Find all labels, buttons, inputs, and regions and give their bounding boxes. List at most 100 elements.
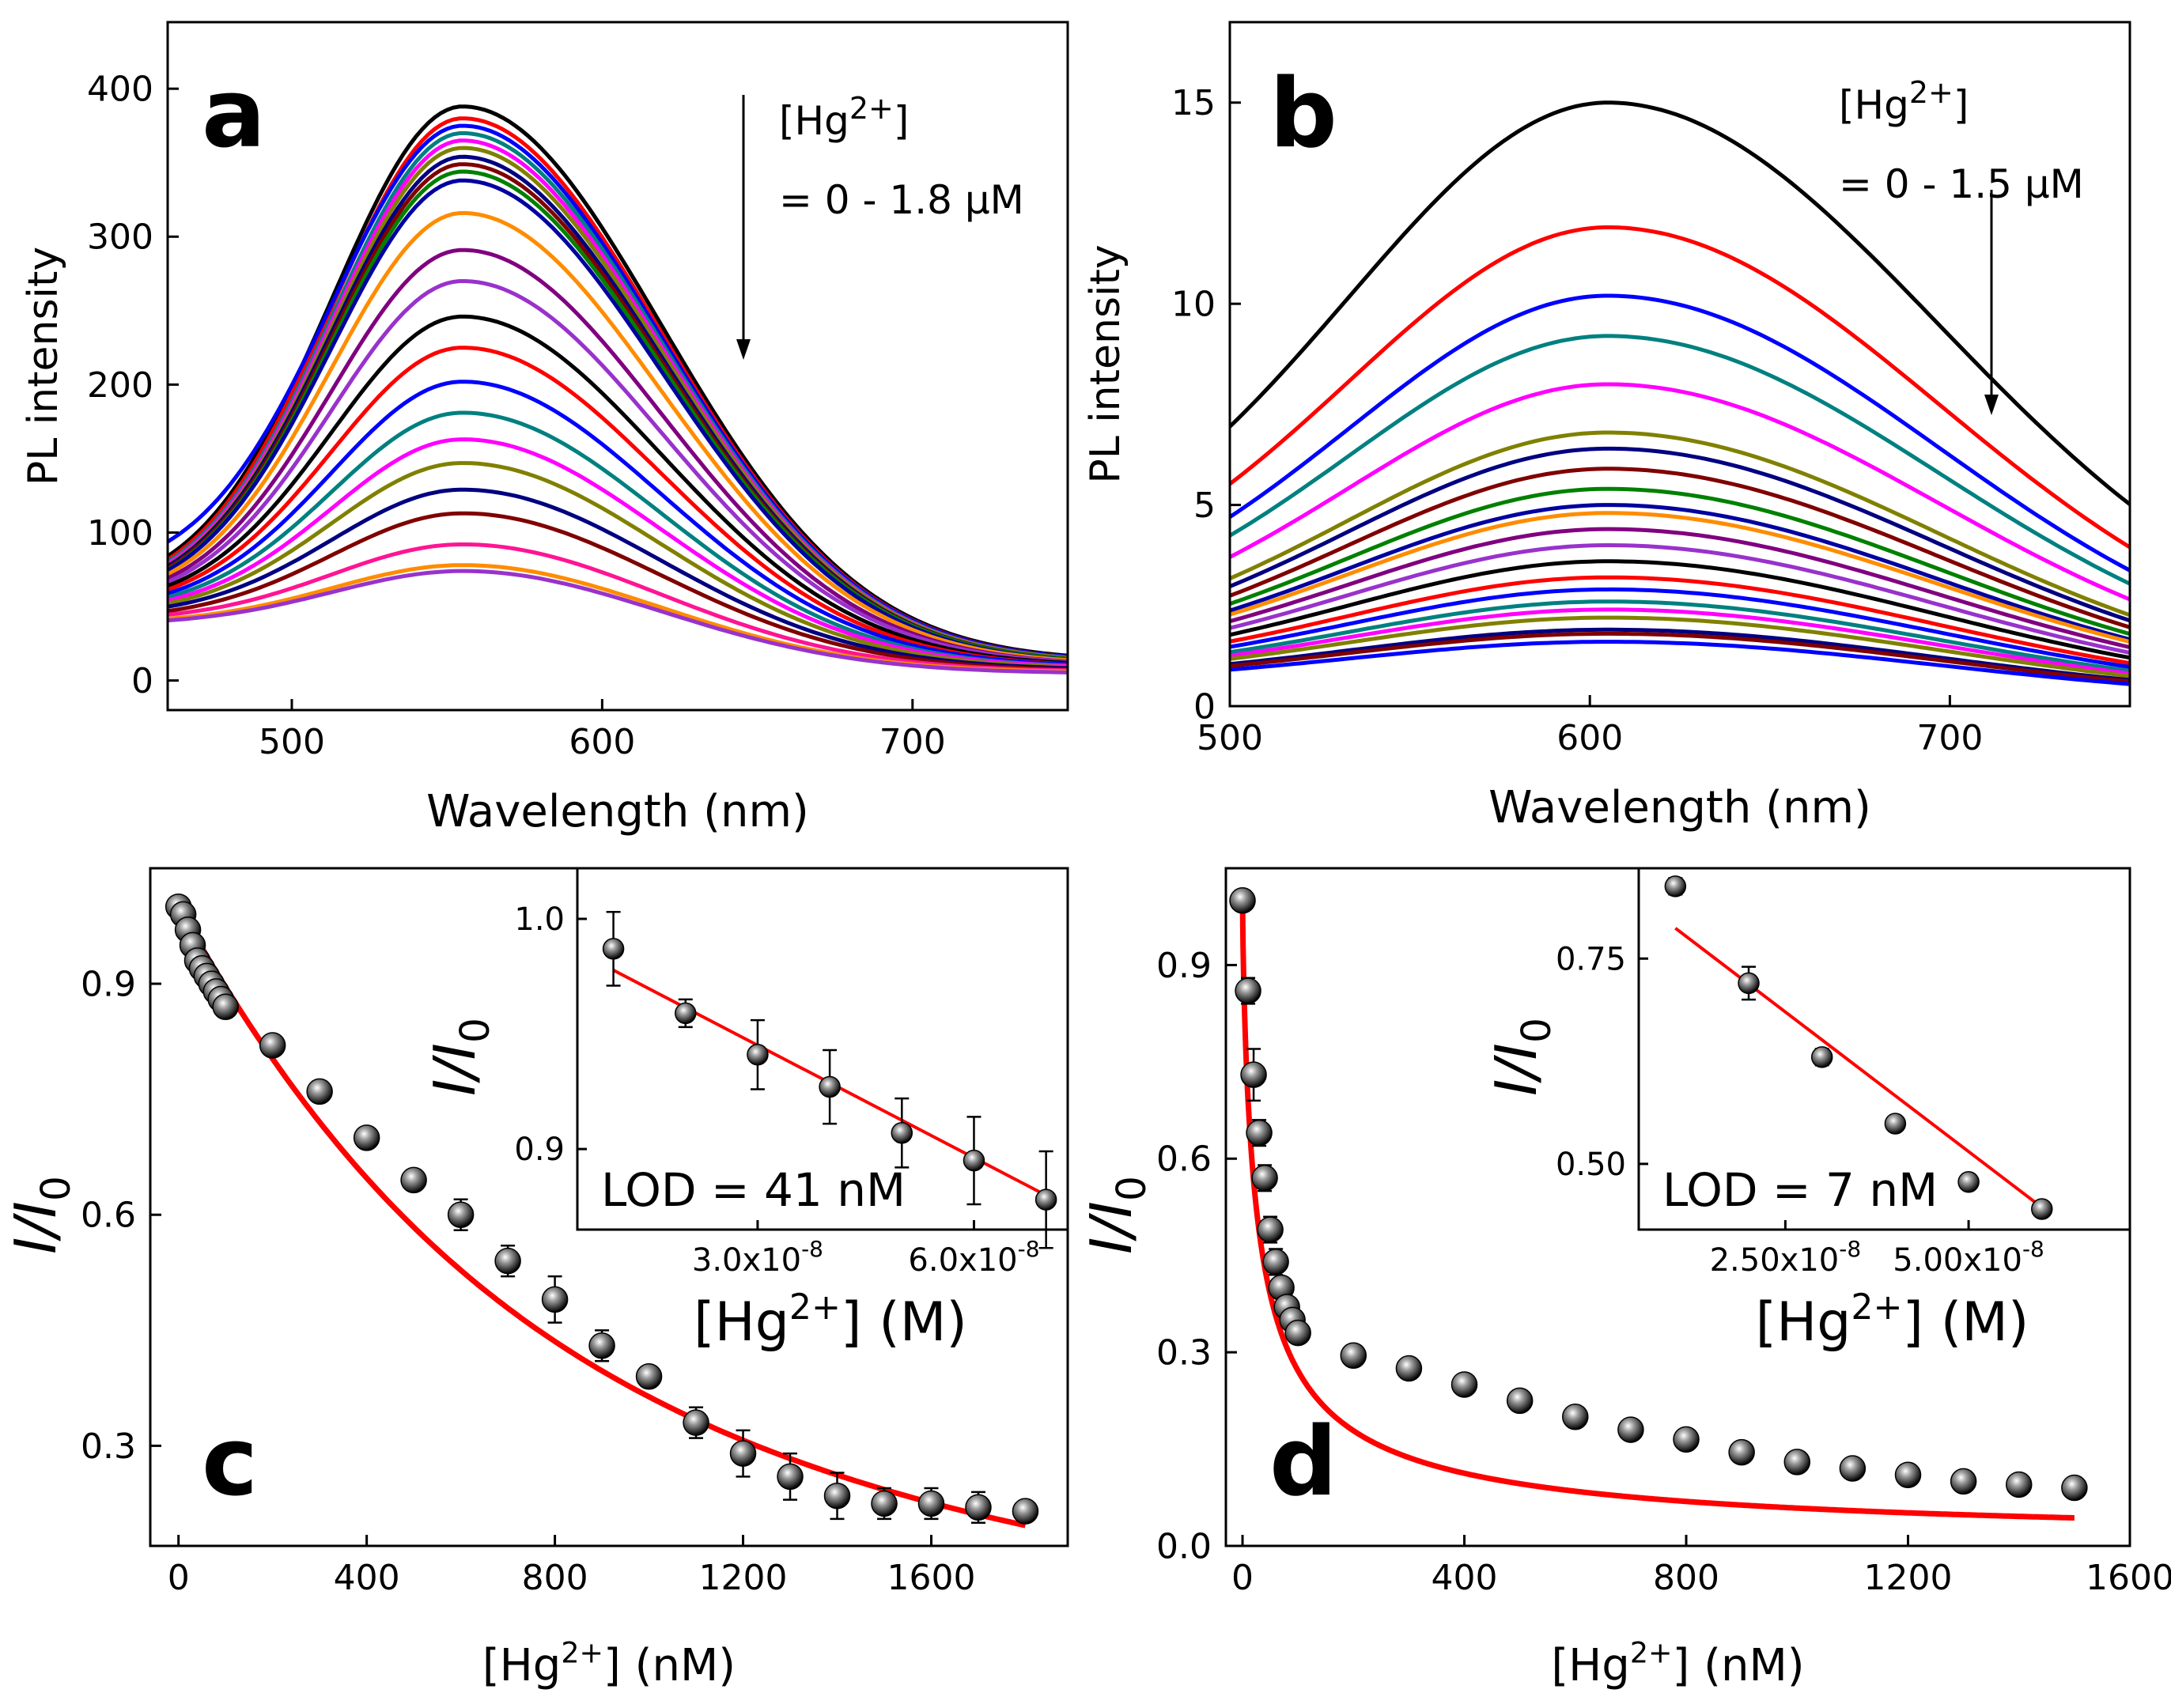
panel-b-series-18 bbox=[1230, 615, 2130, 678]
panel-d-inset-data-point bbox=[1738, 972, 1760, 995]
panel-d-xlabel-post: ] (nM) bbox=[1673, 1640, 1805, 1691]
panel-d-inset-ytick-label: 0.50 bbox=[1556, 1147, 1626, 1183]
panel-c-xtick-label: 800 bbox=[522, 1558, 588, 1598]
panel-a-ytick-label: 200 bbox=[87, 365, 153, 406]
panel-d-data-point bbox=[1506, 1387, 1534, 1415]
panel-d-data-point bbox=[1240, 1061, 1267, 1088]
panel-b-annotation-hg: [Hg bbox=[1839, 82, 1909, 128]
panel-a-ytick-label: 300 bbox=[87, 217, 153, 258]
panel-d-inset-xlabel-pre: [Hg bbox=[1756, 1291, 1851, 1354]
panel-c-inset-ytick-label: 1.0 bbox=[514, 901, 565, 938]
panel-c-data-point bbox=[1012, 1498, 1039, 1525]
panel-b-series-12 bbox=[1230, 543, 2130, 655]
panel-d-inset-xtick-base: 2.50x10 bbox=[1710, 1242, 1840, 1279]
panel-c-data-point bbox=[588, 1332, 615, 1359]
panel-c-inset-ylabel: I/I0 bbox=[422, 1018, 498, 1096]
panel-d-fit-curve bbox=[1239, 900, 2075, 1521]
panel-d-data-point bbox=[1251, 1165, 1278, 1192]
panel-a-xlabel: Wavelength (nm) bbox=[426, 786, 809, 837]
panel-d-inset-ylabel-sub: 0 bbox=[1513, 1018, 1560, 1043]
panel-c-data-point bbox=[683, 1409, 709, 1436]
panel-b-plot-frame bbox=[1228, 21, 2131, 708]
panel-a-ytick-label: 0 bbox=[131, 661, 153, 701]
panel-d-data-point bbox=[1284, 1319, 1311, 1347]
panel-b-series-10 bbox=[1230, 511, 2130, 644]
panel-d-data-point bbox=[2006, 1471, 2033, 1498]
panel-b-annotation-sup: 2+ bbox=[1909, 75, 1954, 110]
panel-d-data-point bbox=[1229, 887, 1256, 914]
panel-c-xtick-label: 0 bbox=[168, 1558, 190, 1598]
panel-d-inset-ytick-label: 0.75 bbox=[1556, 941, 1626, 977]
panel-a-ylabel: PL intensity bbox=[20, 247, 67, 486]
panel-c-inset-xtick-label: 6.0x10-8 bbox=[908, 1236, 1039, 1279]
panel-d-inset-frame bbox=[1637, 867, 2131, 1231]
panel-c-data-point bbox=[447, 1201, 475, 1228]
panel-d-inset-ylabel-main: I/I bbox=[1483, 1043, 1549, 1096]
panel-c-ytick-label: 0.9 bbox=[81, 964, 136, 1004]
panel-b: 500 600 700 0 5 10 15 Wavelength (nm) PL intensi… bbox=[1082, 21, 2131, 833]
panel-b-curves bbox=[1230, 100, 2130, 686]
panel-c-inset-ytick-label: 0.9 bbox=[514, 1132, 565, 1168]
panel-a-plot-frame bbox=[166, 21, 1069, 712]
panel-d-data-point bbox=[1395, 1355, 1423, 1382]
panel-b-series-0 bbox=[1230, 100, 2130, 506]
panel-b-series-13 bbox=[1230, 559, 2130, 660]
panel-d-ytick-label: 0.9 bbox=[1156, 946, 1212, 986]
panel-c-data-point bbox=[259, 1032, 286, 1059]
panel-c-inset-xlabel-post: ] (M) bbox=[841, 1291, 967, 1354]
panel-c-inset-xtick-exp: -8 bbox=[801, 1236, 823, 1262]
panel-d-data-point bbox=[1235, 977, 1261, 1004]
panel-d-inset-bg bbox=[1639, 868, 2130, 1230]
panel-d-inset-data-point bbox=[2031, 1198, 2053, 1220]
panel-b-ytick-label: 5 bbox=[1193, 486, 1216, 526]
panel-a: 500 600 700 0 100 200 300 400 Wavelength (nm) PL … bbox=[20, 21, 1069, 837]
panel-a-annotation-bracket: ] bbox=[894, 98, 910, 144]
panel-a-xtick-label: 600 bbox=[569, 722, 635, 762]
panel-c-data-point bbox=[541, 1286, 569, 1313]
panel-a-series-20 bbox=[168, 511, 1068, 671]
panel-b-series-1 bbox=[1230, 225, 2130, 550]
panel-b-ylabel: PL intensity bbox=[1082, 244, 1129, 483]
panel-d-data-point bbox=[1894, 1461, 1922, 1488]
panel-b-series-4 bbox=[1230, 382, 2130, 602]
panel-c-inset-xtick-exp: -8 bbox=[1018, 1236, 1040, 1262]
panel-d-data-point bbox=[1839, 1455, 1867, 1482]
panel-b-series-17 bbox=[1230, 607, 2130, 676]
panel-b-annotation-bracket: ] bbox=[1954, 82, 1969, 128]
panel-c-data-point bbox=[917, 1490, 945, 1517]
panel-a-curves bbox=[168, 104, 1068, 675]
panel-c-inset-xlabel: [Hg2+] (M) bbox=[694, 1287, 967, 1354]
panel-d-panel-letter: d bbox=[1269, 1408, 1337, 1517]
panel-c-inset-ylabel-main: I/I bbox=[422, 1043, 488, 1096]
panel-c-inset-xtick-base: 6.0x10 bbox=[908, 1242, 1017, 1279]
panel-d-xtick-label: 0 bbox=[1231, 1558, 1254, 1598]
panel-b-series-20 bbox=[1230, 631, 2130, 684]
panel-d-data-point bbox=[1617, 1416, 1644, 1443]
panel-c-inset-data-point bbox=[602, 938, 625, 960]
panel-b-series-5 bbox=[1230, 430, 2130, 618]
panel-d-inset-data-point bbox=[1810, 1046, 1833, 1068]
panel-c-inset-data-point bbox=[819, 1075, 841, 1098]
panel-c-inset-xtick-label: 3.0x10-8 bbox=[692, 1236, 823, 1279]
panel-b-series-7 bbox=[1230, 467, 2130, 629]
panel-c-inset-data-point bbox=[675, 1002, 697, 1025]
panel-d-data-point bbox=[1246, 1119, 1273, 1147]
panel-d-inset-fit-line bbox=[1674, 927, 2043, 1209]
panel-a-series-14 bbox=[168, 346, 1068, 667]
panel-b-xtick-label: 600 bbox=[1556, 718, 1623, 758]
panel-d-xlabel-sup: 2+ bbox=[1630, 1636, 1673, 1670]
panel-a-annotation-hg: [Hg bbox=[779, 98, 849, 144]
panel-d-inset-xlabel-sup: 2+ bbox=[1851, 1287, 1902, 1328]
panel-c-inset-data-point bbox=[963, 1149, 985, 1172]
panel-b-ytick-label: 0 bbox=[1193, 686, 1216, 727]
panel-a-series-19 bbox=[168, 487, 1068, 671]
panel-c-inset-data-point bbox=[891, 1121, 913, 1144]
panel-d-xtick-label: 400 bbox=[1432, 1558, 1498, 1598]
panel-d-inset-data-point bbox=[1884, 1113, 1907, 1135]
panel-b-panel-letter: b bbox=[1269, 59, 1337, 169]
panel-c-ytick-label: 0.6 bbox=[81, 1196, 136, 1236]
panel-c-data-point bbox=[353, 1124, 380, 1151]
panel-c-data-point bbox=[494, 1247, 521, 1275]
